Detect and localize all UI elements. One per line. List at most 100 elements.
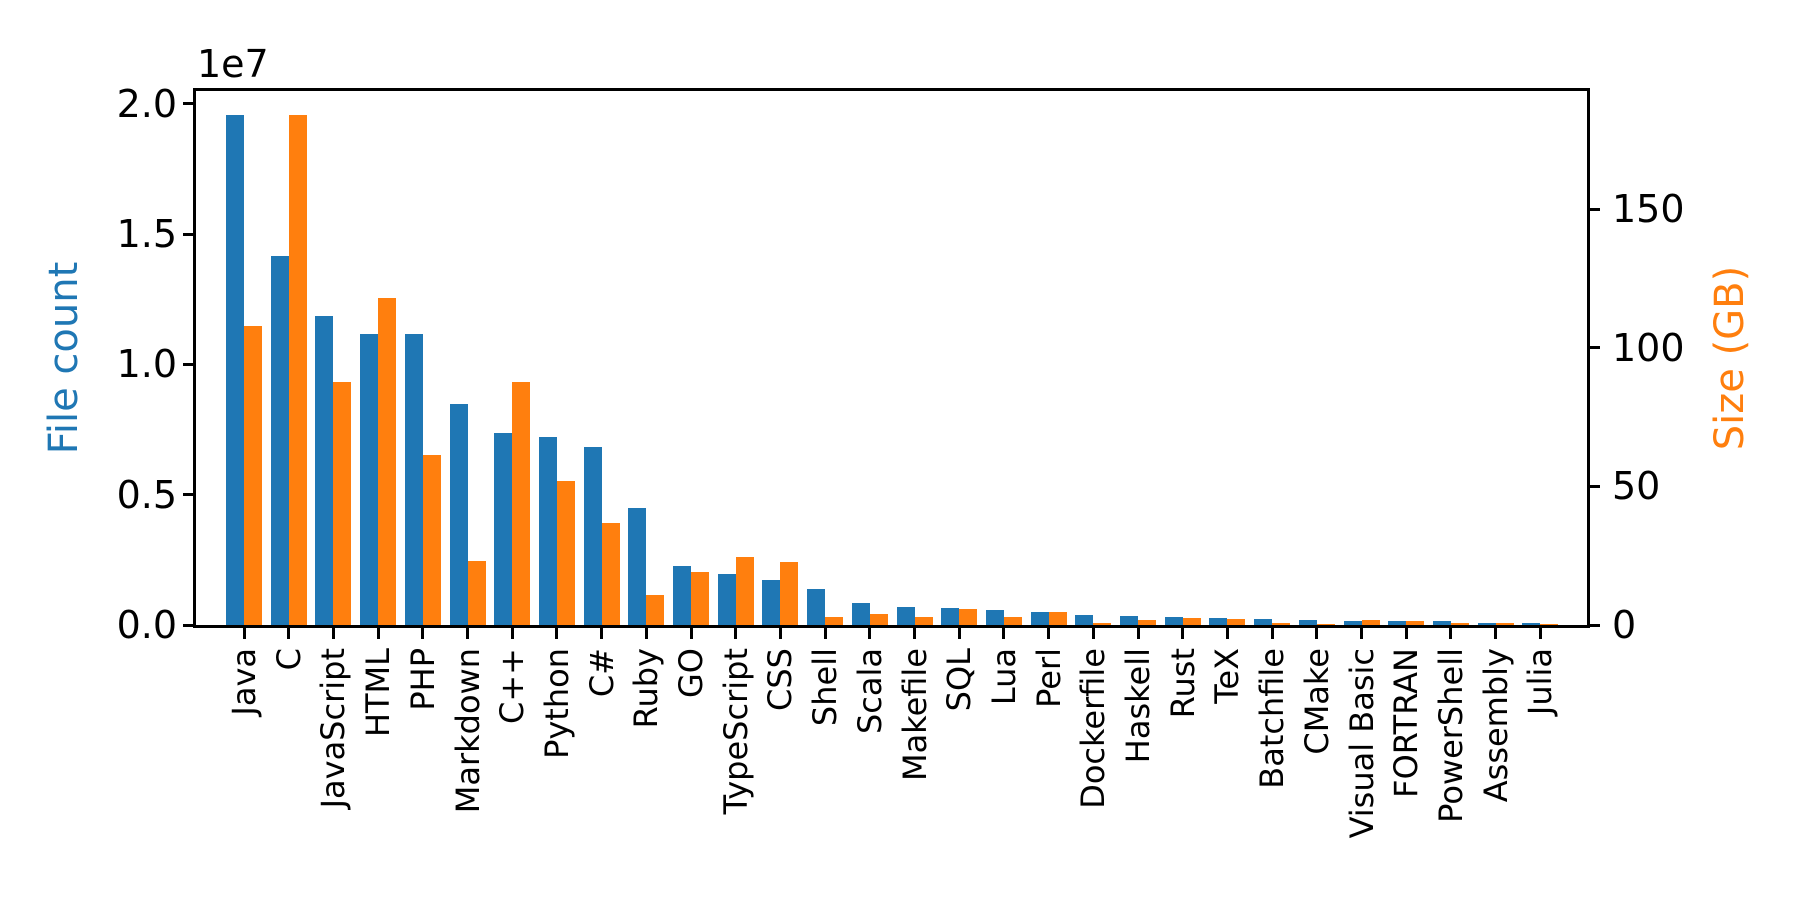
x-tick-Scala [868, 625, 872, 639]
x-tick-label-C: C [269, 648, 308, 671]
bar-size-gb-Ruby [646, 595, 665, 625]
x-tick-PowerShell [1449, 625, 1453, 639]
x-tick-C++ [510, 625, 514, 639]
bar-size-gb-Julia [1540, 624, 1559, 625]
bar-size-gb-TeX [1227, 619, 1246, 625]
bar-size-gb-Scala [869, 614, 888, 625]
x-tick-SQL [957, 625, 961, 639]
bar-size-gb-HTML [378, 298, 397, 625]
bar-size-gb-Perl [1048, 612, 1067, 625]
plot-area [193, 88, 1590, 628]
x-tick-Makefile [913, 625, 916, 639]
x-tick-label-Markdown: Markdown [448, 648, 487, 814]
x-tick-label-Visual Basic: Visual Basic [1342, 648, 1381, 839]
bar-file-count-Julia [1522, 623, 1541, 625]
bar-size-gb-Rust [1182, 618, 1201, 625]
x-tick-label-Haskell: Haskell [1119, 648, 1157, 764]
x-tick-label-HTML: HTML [359, 648, 398, 738]
bar-file-count-JavaScript [315, 316, 334, 625]
x-tick-label-PowerShell: PowerShell [1431, 648, 1470, 823]
bar-size-gb-Batchfile [1272, 623, 1291, 625]
x-tick-label-JavaScript: JavaScript [314, 648, 353, 809]
x-tick-label-Makefile: Makefile [895, 648, 934, 782]
x-tick-label-Scala: Scala [850, 648, 889, 735]
left-tick-label: 2.0 [116, 81, 177, 126]
x-tick-Assembly [1494, 625, 1498, 639]
bar-size-gb-C# [601, 523, 620, 625]
bar-file-count-C++ [494, 433, 513, 625]
bar-file-count-GO [673, 566, 691, 625]
x-tick-Lua [1002, 625, 1006, 639]
bar-size-gb-CSS [780, 562, 799, 625]
x-tick-label-C++: C++ [493, 648, 532, 724]
x-tick-Visual Basic [1360, 625, 1363, 639]
x-tick-label-CSS: CSS [761, 648, 800, 711]
bar-file-count-FORTRAN [1388, 621, 1407, 625]
x-tick-Ruby [644, 625, 648, 639]
x-tick-label-Python: Python [537, 648, 576, 759]
bar-file-count-HTML [360, 334, 379, 625]
bar-size-gb-Makefile [914, 617, 933, 625]
bar-file-count-Java [226, 115, 244, 625]
right-tick-50 [1588, 484, 1600, 488]
x-tick-Julia [1538, 625, 1542, 639]
bar-file-count-Rust [1164, 617, 1183, 625]
left-axis-scale-offset: 1e7 [197, 42, 269, 86]
x-tick-Java [242, 625, 246, 639]
x-tick-JavaScript [331, 625, 335, 639]
right-tick-label: 50 [1612, 464, 1661, 509]
bar-file-count-C# [583, 447, 602, 625]
bar-file-count-Ruby [628, 508, 647, 625]
x-tick-FORTRAN [1404, 625, 1408, 639]
left-tick-label: 0.0 [116, 603, 177, 647]
x-tick-Haskell [1136, 625, 1140, 639]
left-tick-0.5 [183, 493, 195, 497]
x-tick-Shell [823, 625, 827, 639]
bar-size-gb-Dockerfile [1093, 623, 1112, 625]
x-tick-label-C#: C# [582, 648, 621, 698]
x-tick-TypeScript [734, 625, 738, 639]
left-tick-label: 1.0 [116, 342, 177, 387]
bar-size-gb-PowerShell [1450, 623, 1469, 625]
bar-size-gb-Lua [1003, 617, 1022, 625]
bar-file-count-Markdown [449, 404, 468, 625]
bar-size-gb-Assembly [1495, 623, 1514, 625]
bar-file-count-PowerShell [1432, 621, 1451, 625]
bar-file-count-PHP [404, 334, 423, 625]
x-tick-Markdown [466, 625, 469, 639]
x-tick-Rust [1181, 625, 1185, 639]
x-tick-HTML [376, 625, 380, 639]
right-tick-label: 150 [1612, 187, 1685, 232]
x-tick-label-PHP: PHP [403, 648, 442, 711]
bar-size-gb-FORTRAN [1406, 621, 1425, 625]
x-tick-CMake [1315, 625, 1319, 639]
bar-size-gb-TypeScript [735, 557, 754, 625]
x-tick-label-FORTRAN: FORTRAN [1387, 648, 1426, 798]
bar-size-gb-CMake [1316, 624, 1335, 625]
bar-size-gb-JavaScript [333, 382, 352, 625]
bar-file-count-TeX [1209, 618, 1228, 625]
left-tick-2.0 [183, 102, 195, 106]
x-tick-label-Perl: Perl [1029, 648, 1068, 708]
bar-size-gb-Haskell [1138, 620, 1156, 625]
bar-file-count-CMake [1298, 620, 1317, 625]
x-tick-TeX [1225, 625, 1229, 639]
left-tick-0.0 [183, 623, 195, 627]
right-tick-label: 0 [1612, 603, 1637, 647]
bar-size-gb-GO [691, 572, 709, 625]
bar-file-count-Shell [807, 589, 826, 625]
x-tick-label-TypeScript: TypeScript [716, 648, 755, 815]
bar-size-gb-Visual Basic [1361, 620, 1380, 625]
left-tick-label: 0.5 [116, 472, 177, 517]
bar-file-count-Makefile [896, 607, 915, 625]
bar-file-count-Python [538, 437, 557, 625]
bar-file-count-Dockerfile [1075, 615, 1094, 625]
right-tick-0 [1588, 623, 1600, 627]
x-tick-CSS [778, 625, 782, 639]
bar-size-gb-PHP [422, 455, 441, 625]
bar-file-count-C [270, 256, 289, 625]
bar-size-gb-Java [244, 326, 262, 625]
left-tick-label: 1.5 [116, 212, 177, 257]
bar-file-count-Haskell [1120, 616, 1138, 625]
